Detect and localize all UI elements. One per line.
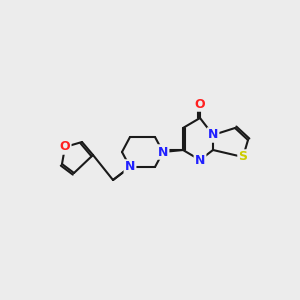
Text: N: N [125,160,135,173]
Text: O: O [195,98,205,110]
Text: N: N [158,146,168,158]
Text: O: O [60,140,70,154]
Text: N: N [208,128,218,142]
Text: N: N [195,154,205,166]
Text: S: S [238,151,247,164]
